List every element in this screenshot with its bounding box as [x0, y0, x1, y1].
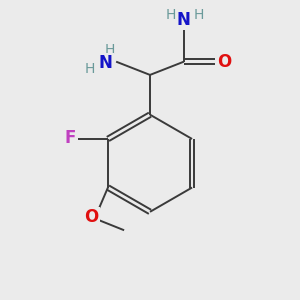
Text: N: N [99, 54, 113, 72]
Text: H: H [194, 8, 204, 22]
Text: H: H [165, 8, 176, 22]
Text: H: H [85, 62, 95, 76]
Text: N: N [177, 11, 191, 29]
Text: H: H [105, 44, 116, 58]
Text: O: O [85, 208, 99, 226]
Text: O: O [217, 53, 231, 71]
Text: F: F [64, 129, 76, 147]
